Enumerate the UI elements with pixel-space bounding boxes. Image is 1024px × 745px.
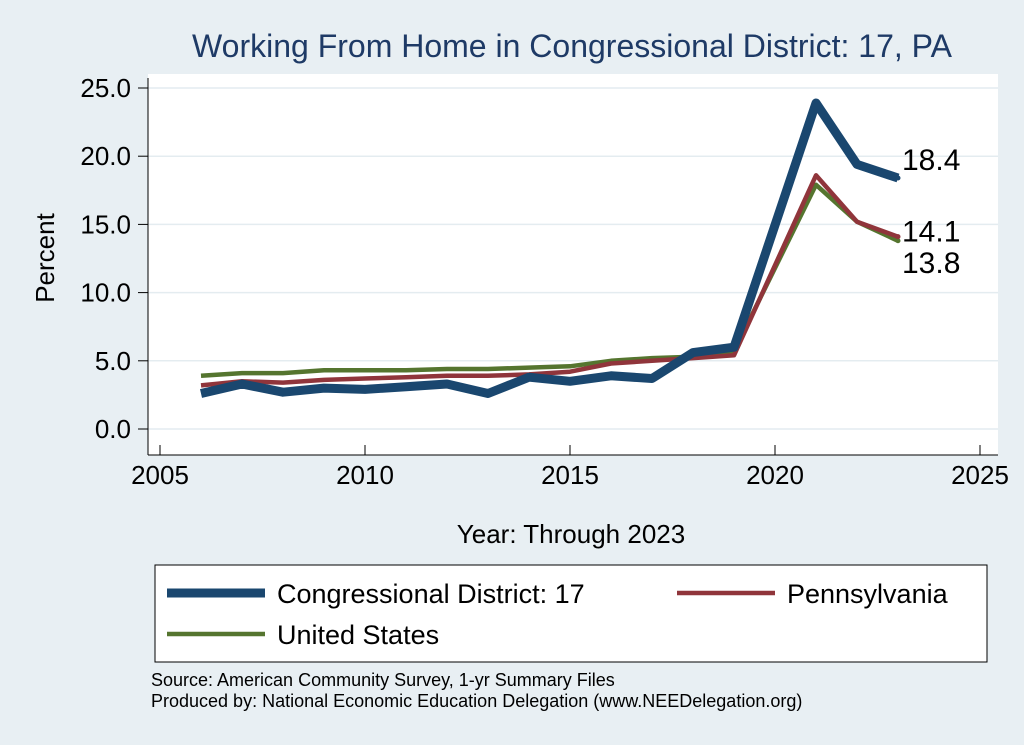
x-axis: 2005 2010 2015 2020 2025 bbox=[131, 445, 1009, 490]
series-line-0 bbox=[199, 98, 900, 398]
y-tick-label: 10.0 bbox=[80, 278, 131, 308]
y-tick-label: 20.0 bbox=[80, 141, 131, 171]
x-tick-label: 2015 bbox=[541, 460, 599, 490]
end-label: 14.1 bbox=[902, 216, 960, 249]
end-labels: 18.4 14.113.8 bbox=[902, 144, 960, 280]
x-tick-label: 2020 bbox=[746, 460, 804, 490]
legend-label: Congressional District: 17 bbox=[277, 579, 585, 609]
chart-title: Working From Home in Congressional Distr… bbox=[192, 28, 953, 64]
series-end-point bbox=[895, 238, 901, 244]
series-end-point bbox=[895, 234, 901, 240]
y-tick-label: 0.0 bbox=[95, 414, 131, 444]
producer-note: Produced by: National Economic Education… bbox=[151, 691, 803, 711]
x-tick-label: 2010 bbox=[336, 460, 394, 490]
y-axis: 0.0 5.0 10.0 15.0 20.0 25.0 bbox=[80, 73, 149, 455]
source-note: Source: American Community Survey, 1-yr … bbox=[151, 670, 615, 690]
x-tick-label: 2025 bbox=[951, 460, 1009, 490]
end-label: 18.4 bbox=[902, 144, 960, 177]
legend-label: Pennsylvania bbox=[787, 579, 949, 609]
x-axis-label: Year: Through 2023 bbox=[457, 519, 685, 549]
series-end-point bbox=[895, 175, 901, 181]
legend: Congressional District: 17 Pennsylvania Un… bbox=[167, 579, 949, 650]
y-tick-label: 25.0 bbox=[80, 73, 131, 103]
series-lines bbox=[199, 98, 901, 398]
legend-box bbox=[154, 564, 988, 663]
end-label: 13.8 bbox=[902, 247, 960, 280]
legend-label: United States bbox=[277, 620, 439, 650]
x-tick-label: 2005 bbox=[131, 460, 189, 490]
grid-lines bbox=[148, 87, 998, 430]
plot-area bbox=[148, 74, 998, 455]
y-axis-label: Percent bbox=[30, 212, 60, 302]
y-tick-label: 5.0 bbox=[95, 346, 131, 376]
y-tick-label: 15.0 bbox=[80, 209, 131, 239]
